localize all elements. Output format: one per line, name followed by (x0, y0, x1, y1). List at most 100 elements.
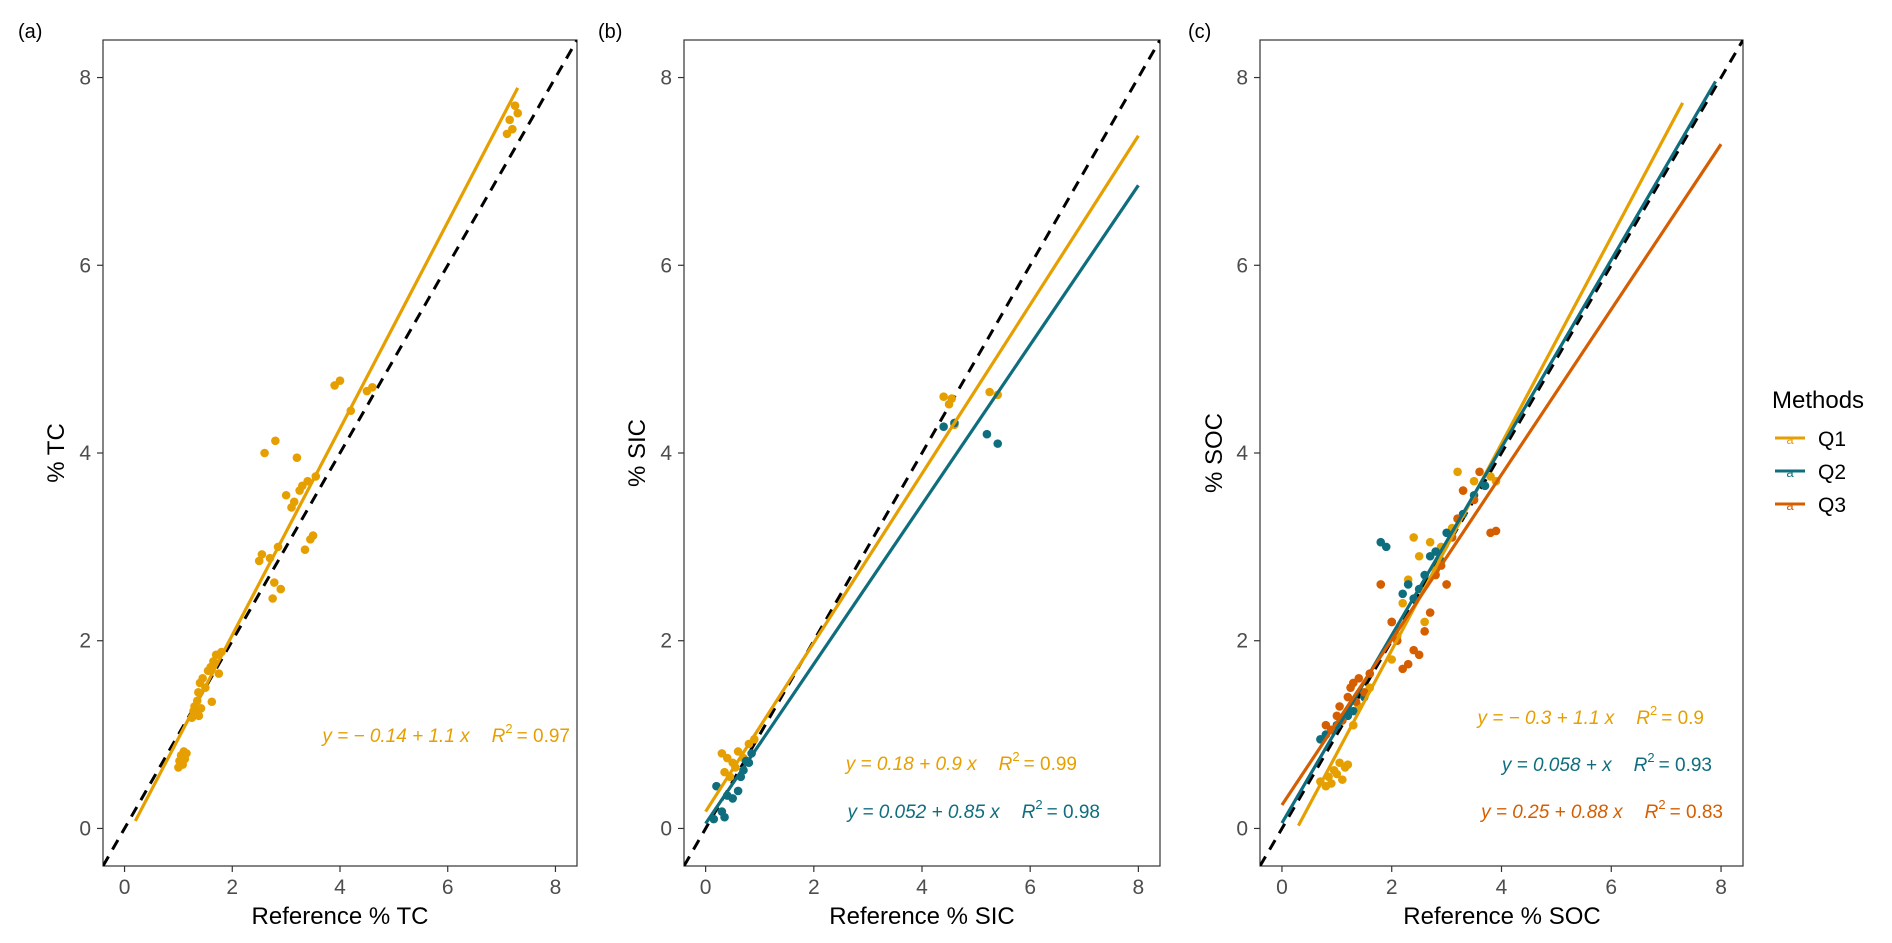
y-tick-label: 0 (79, 817, 91, 840)
regression-equation-q2: y = 0.058 + x R2 = 0.93 (1500, 750, 1712, 776)
data-point-q1 (1338, 775, 1347, 784)
r2-value: = 0.98 (1047, 802, 1100, 823)
data-point-q1 (1420, 617, 1429, 627)
data-point-q1 (289, 497, 299, 507)
data-point-q3 (1376, 580, 1386, 589)
data-point-q1 (733, 747, 743, 756)
data-point-q3 (1491, 526, 1501, 536)
data-point-q1 (513, 108, 523, 118)
y-tick-label: 4 (660, 442, 672, 465)
equation-labels: y = − 0.14 + 1.1 x R2 = 0.97 (320, 721, 570, 747)
data-point-q1 (214, 669, 224, 678)
x-tick-labels: 0 2 4 6 8 (119, 876, 562, 899)
data-point-q1 (281, 490, 291, 500)
data-point-q1 (939, 392, 948, 401)
y-tick-label: 6 (79, 254, 91, 277)
x-tick-label: 2 (1386, 876, 1398, 899)
y-axis-title: % SIC (624, 419, 651, 487)
identity-line (684, 40, 1160, 866)
r2-label: R (1636, 708, 1650, 729)
data-point-q2 (733, 786, 743, 796)
panel-b: (b) 0 2 4 6 8 0 2 4 6 8 Reference % SIC … (598, 21, 1161, 930)
equation-text: y = − 0.3 + 1.1 x (1475, 708, 1615, 729)
data-point-q1 (1327, 779, 1336, 788)
y-tick-label: 6 (1236, 254, 1248, 277)
regression-equation-q1: y = − 0.14 + 1.1 x R2 = 0.97 (320, 721, 570, 747)
data-point-q1 (207, 697, 217, 707)
data-point-q1 (1414, 551, 1424, 561)
data-point-q2 (720, 812, 729, 822)
data-point-q3 (1354, 673, 1364, 683)
data-point-q1 (257, 550, 267, 559)
data-point-q1 (985, 387, 994, 397)
data-point-q1 (276, 584, 286, 594)
regression-equation-q2: y = 0.052 + 0.85 x R2 = 0.98 (846, 797, 1100, 823)
data-point-q2 (993, 439, 1003, 448)
panel-label: (a) (18, 21, 42, 43)
data-point-q1 (335, 376, 345, 386)
equation-text: y = − 0.14 + 1.1 x (320, 726, 471, 747)
data-point-q2 (1480, 481, 1490, 491)
data-point-q3 (1403, 659, 1413, 669)
y-tick-label: 4 (79, 442, 91, 465)
data-point-q1 (1453, 467, 1462, 477)
x-tick-labels: 0 2 4 6 8 (1276, 876, 1727, 899)
fit-line-q1 (133, 87, 520, 822)
x-tick-label: 0 (119, 876, 131, 899)
data-point-q1 (260, 448, 269, 458)
data-point-q1 (947, 394, 957, 403)
y-axis-title: % SOC (1201, 413, 1228, 493)
y-tick-label: 2 (660, 630, 672, 653)
y-tick-labels: 0 2 4 6 8 (660, 67, 672, 841)
legend-key-glyph: a (1786, 498, 1794, 513)
data-point-q1 (1409, 533, 1418, 542)
data-point-q2 (939, 422, 948, 432)
x-tick-label: 6 (1024, 876, 1036, 899)
data-point-q3 (1442, 580, 1451, 589)
r2-value: = 0.83 (1670, 802, 1723, 823)
data-point-q1 (505, 115, 514, 125)
equation-labels: y = 0.18 + 0.9 x R2 = 0.99 y = 0.052 + 0.8… (844, 749, 1100, 823)
equation-text: y = 0.052 + 0.85 x (846, 802, 1002, 823)
x-tick-label: 4 (334, 876, 346, 899)
x-tick-label: 4 (916, 876, 928, 899)
equation-text: y = 0.25 + 0.88 x (1479, 802, 1624, 823)
data-point-q3 (1458, 486, 1468, 495)
x-tick-label: 8 (550, 876, 562, 899)
data-point-q3 (1475, 467, 1484, 477)
y-tick-label: 4 (1236, 442, 1248, 465)
y-tick-label: 0 (1236, 817, 1248, 840)
y-tick-label: 8 (79, 67, 91, 90)
y-axis-title: % TC (43, 423, 70, 483)
equation-text: y = 0.058 + x (1500, 755, 1613, 776)
x-tick-label: 4 (1496, 876, 1508, 899)
equation-text: y = 0.18 + 0.9 x (844, 754, 978, 775)
data-point-q1 (1469, 476, 1479, 486)
r2-value: = 0.93 (1659, 755, 1712, 776)
data-point-q1 (1343, 760, 1353, 769)
y-tick-label: 6 (660, 254, 672, 277)
legend-title: Methods (1772, 387, 1864, 414)
plot-area (684, 40, 1160, 866)
panel-label: (c) (1188, 21, 1211, 43)
data-point-q1 (308, 531, 318, 540)
x-tick-label: 0 (1276, 876, 1288, 899)
axis-ticks (1254, 76, 1722, 872)
data-point-q1 (508, 124, 517, 134)
x-tick-label: 0 (700, 876, 712, 899)
identity-line (1260, 40, 1743, 866)
x-axis-title: Reference % SIC (829, 903, 1014, 930)
data-point-q1 (182, 749, 191, 758)
data-point-q1 (300, 545, 310, 554)
data-point-q3 (1387, 617, 1397, 627)
regression-equation-q3: y = 0.25 + 0.88 x R2 = 0.83 (1479, 797, 1723, 823)
r2-value: = 0.9 (1661, 708, 1704, 729)
r2-label: R (1022, 802, 1036, 823)
legend-key-glyph: a (1786, 465, 1794, 480)
axis-ticks (97, 76, 557, 872)
equation-labels: y = − 0.3 + 1.1 x R2 = 0.9 y = 0.058 + x R2… (1475, 703, 1723, 823)
axis-ticks (678, 76, 1139, 872)
plot-area (1260, 40, 1743, 866)
plot-area (103, 40, 577, 866)
